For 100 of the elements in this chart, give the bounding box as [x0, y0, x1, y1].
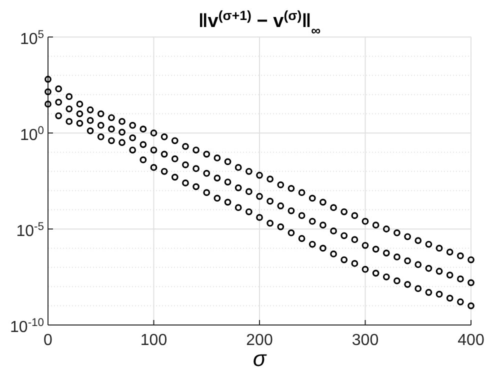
- point: [298, 235, 306, 242]
- point: [372, 246, 380, 253]
- point: [76, 120, 84, 127]
- point: [308, 218, 316, 225]
- point: [150, 146, 158, 154]
- point: [256, 172, 263, 179]
- point: [182, 180, 189, 186]
- point: [372, 270, 380, 277]
- point: [308, 240, 316, 248]
- point: [394, 277, 400, 284]
- point: [320, 222, 326, 229]
- point: [277, 202, 284, 210]
- x-tick-label: 200: [246, 332, 273, 349]
- point: [108, 126, 115, 133]
- y-tick-label: 10$^{0}$: [20, 125, 44, 144]
- point: [55, 112, 62, 120]
- point: [404, 280, 411, 288]
- point: [468, 302, 474, 310]
- point: [277, 223, 284, 230]
- point: [140, 126, 147, 133]
- point: [446, 272, 454, 278]
- point: [97, 122, 104, 129]
- point: [288, 229, 295, 236]
- point: [44, 100, 52, 108]
- point: [97, 110, 104, 118]
- point: [203, 170, 210, 177]
- point: [66, 105, 73, 112]
- point: [256, 214, 263, 221]
- point: [150, 130, 158, 136]
- point: [234, 164, 242, 171]
- point: [266, 176, 274, 182]
- point: [468, 279, 474, 286]
- point: [224, 178, 232, 186]
- point: [351, 236, 358, 244]
- point: [140, 156, 147, 164]
- point: [245, 188, 252, 196]
- point: [55, 85, 62, 92]
- x-tick-label: 300: [352, 332, 379, 349]
- point: [86, 106, 94, 114]
- point: [171, 137, 178, 144]
- point: [362, 218, 369, 225]
- point: [118, 118, 126, 125]
- point: [192, 146, 200, 154]
- point: [446, 294, 454, 302]
- point: [182, 142, 189, 150]
- point: [330, 250, 337, 258]
- y-tick-label: 10$^{5}$: [20, 29, 44, 48]
- point: [404, 257, 411, 264]
- point: [298, 212, 306, 220]
- point: [203, 189, 210, 196]
- point: [86, 127, 94, 134]
- point: [404, 233, 411, 240]
- point: [160, 150, 168, 158]
- point: [234, 184, 242, 192]
- point: [66, 118, 73, 125]
- point: [425, 240, 432, 248]
- point: [214, 194, 221, 202]
- y-tick-label: 10$^{-5}$: [16, 221, 44, 240]
- point: [55, 98, 62, 106]
- point: [382, 226, 390, 232]
- point: [171, 155, 178, 162]
- point: [277, 181, 284, 188]
- point: [351, 212, 358, 220]
- point: [330, 204, 337, 212]
- point: [446, 248, 454, 256]
- point: [320, 198, 326, 206]
- x-tick-label: 0: [44, 332, 53, 349]
- point: [44, 76, 52, 83]
- point: [266, 220, 274, 227]
- point: [108, 137, 115, 144]
- point: [340, 256, 348, 264]
- point: [456, 298, 464, 306]
- point: [436, 268, 443, 275]
- point: [214, 154, 221, 162]
- point: [340, 232, 348, 240]
- point: [160, 133, 168, 140]
- point: [118, 139, 126, 146]
- point: [362, 266, 369, 273]
- point: [362, 242, 369, 249]
- point: [414, 285, 422, 292]
- point: [224, 198, 232, 206]
- point: [160, 168, 168, 175]
- point: [414, 237, 422, 244]
- point: [97, 133, 104, 140]
- point: [266, 198, 274, 205]
- point: [118, 128, 126, 136]
- chart-title: ‖v$^{(σ+1)}$ − v$^{(σ)}$‖$_{∞}$: [198, 8, 322, 38]
- point: [330, 228, 337, 234]
- point: [171, 174, 178, 181]
- point: [382, 273, 390, 280]
- point: [288, 184, 295, 192]
- point: [394, 254, 400, 260]
- x-tick-label: 400: [458, 332, 484, 349]
- point: [203, 150, 210, 158]
- point: [245, 168, 252, 175]
- point: [192, 165, 200, 172]
- point: [182, 161, 189, 168]
- point: [44, 88, 52, 96]
- point: [66, 93, 73, 100]
- y-tick-label: 10$^{-10}$: [10, 317, 44, 336]
